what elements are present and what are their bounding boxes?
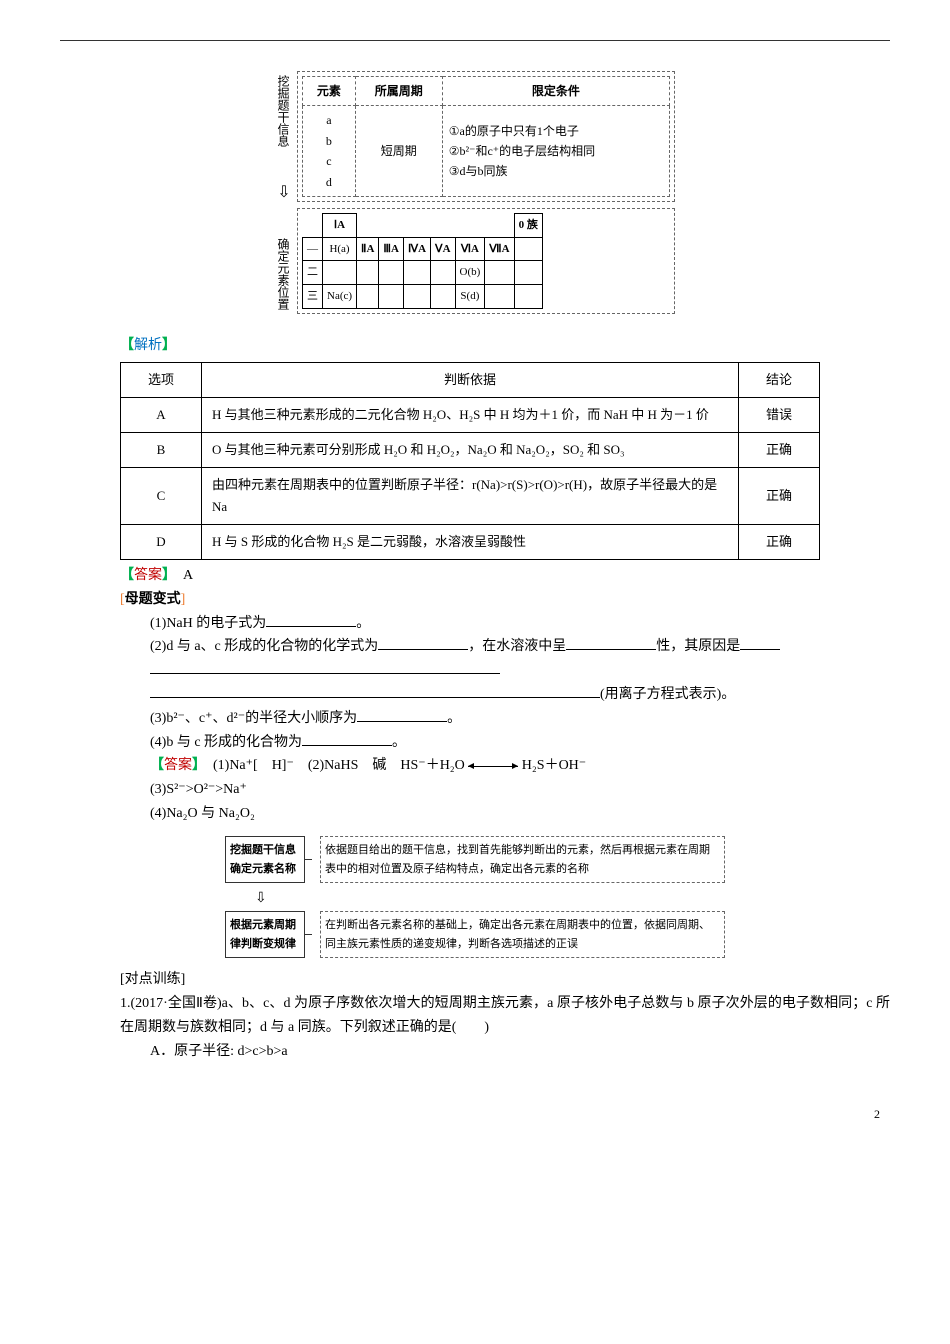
blank [566, 635, 656, 650]
blank [302, 731, 392, 746]
row-b: B O 与其他三种元素可分别形成 H₂O 和 H₂O₂，Na₂O 和 Na₂O₂… [121, 432, 820, 467]
arrow-down-icon: ⇩ [225, 887, 725, 911]
pt-head-7a: ⅦA [485, 237, 514, 261]
variant-q4: (4)b 与 c 形成的化合物为。 [60, 731, 890, 755]
analysis-answer: 【答案】 A [60, 564, 890, 588]
col-period: 所属周期 [355, 77, 442, 106]
pt-head-3a: ⅢA [379, 237, 404, 261]
analysis-table: 选项 判断依据 结论 A H 与其他三种元素形成的二元化合物 H₂O、H₂S 中… [120, 362, 820, 561]
pt-head-6a: ⅥA [455, 237, 485, 261]
pt-cell-o: O(b) [455, 261, 485, 285]
page-number: 2 [60, 1104, 890, 1124]
blank [357, 707, 447, 722]
row-a: A H 与其他三种元素形成的二元化合物 H₂O、H₂S 中 H 均为＋1 价，而… [121, 397, 820, 432]
method-box-2b: 在判断出各元素名称的基础上，确定出各元素在周期表中的位置，依据同周期、同主族元素… [320, 911, 725, 958]
variant-answer-3: (3)S²⁻>O²⁻>Na⁺ [60, 778, 890, 802]
variant-answer-4: (4)Na₂O 与 Na₂O₂ [60, 802, 890, 826]
th-result: 结论 [739, 362, 820, 397]
cell-elements: a b c d [303, 106, 356, 197]
variant-q1: (1)NaH 的电子式为。 [60, 612, 890, 636]
variant-title: [母题变式] [60, 588, 890, 612]
th-basis: 判断依据 [202, 362, 739, 397]
diagram1-left-top: 挖掘题干信息 [275, 71, 293, 151]
row-d: D H 与 S 形成的化合物 H₂S 是二元弱酸，水溶液呈弱酸性 正确 [121, 524, 820, 559]
blank [150, 683, 600, 698]
pt-head-0: 0 族 [514, 213, 542, 237]
method-box-1b: 依据题目给出的题干信息，找到首先能够判断出的元素，然后再根据元素在周期表中的相对… [320, 836, 725, 883]
blank [378, 635, 468, 650]
variant-q2-line2 [60, 659, 890, 683]
th-option: 选项 [121, 362, 202, 397]
practice-q1: 1.(2017·全国Ⅱ卷)a、b、c、d 为原子序数依次增大的短周期主族元素，a… [60, 992, 890, 1040]
method-box-1a: 挖掘题干信息确定元素名称 [225, 836, 305, 883]
col-condition: 限定条件 [442, 77, 669, 106]
diagram-extract-info: 挖掘题干信息 ⇩ 确定元素位置 元素 所属周期 限定条件 a b c d 短周期… [275, 71, 675, 314]
variant-q2-line3: (用离子方程式表示)。 [60, 683, 890, 707]
page: 挖掘题干信息 ⇩ 确定元素位置 元素 所属周期 限定条件 a b c d 短周期… [60, 40, 890, 1124]
practice-title: [对点训练] [60, 968, 890, 992]
connector-icon [304, 859, 312, 860]
pt-head-5a: ⅤA [431, 237, 455, 261]
pt-head-1a: ⅠA [323, 213, 357, 237]
row-c: C 由四种元素在周期表中的位置判断原子半径：r(Na)>r(S)>r(O)>r(… [121, 467, 820, 524]
pt-cell-h: H(a) [323, 237, 357, 261]
blank [740, 635, 780, 650]
pt-head-2a: ⅡA [357, 237, 379, 261]
practice-opt-a: A．原子半径: d>c>b>a [60, 1040, 890, 1064]
diagram1-left-bottom: 确定元素位置 [275, 234, 293, 314]
pt-cell-na: Na(c) [323, 285, 357, 309]
variant-q2: (2)d 与 a、c 形成的化合物的化学式为，在水溶液中呈性，其原因是 [60, 635, 890, 659]
method-diagram: 挖掘题干信息确定元素名称 依据题目给出的题干信息，找到首先能够判断出的元素，然后… [225, 836, 725, 959]
arrow-down-icon: ⇩ [275, 179, 293, 206]
blank [266, 612, 356, 627]
pt-row2-label: 二 [303, 261, 323, 285]
method-box-2a: 根据元素周期律判断变规律 [225, 911, 305, 958]
variant-q3: (3)b²⁻、c⁺、d²⁻的半径大小顺序为。 [60, 707, 890, 731]
col-element: 元素 [303, 77, 356, 106]
pt-row3-label: 三 [303, 285, 323, 309]
pt-row1-label: — [303, 237, 323, 261]
diagram1-bottom-box: ⅠA 0 族 — H(a) ⅡA ⅢA ⅣA ⅤA ⅥA ⅦA [297, 208, 675, 314]
diagram1-top-box: 元素 所属周期 限定条件 a b c d 短周期 ①a的原子中只有1个电子 ②b… [297, 71, 675, 202]
cell-period: 短周期 [355, 106, 442, 197]
analysis-label: 【解析】 [60, 334, 890, 358]
elements-table: 元素 所属周期 限定条件 a b c d 短周期 ①a的原子中只有1个电子 ②b… [302, 76, 670, 197]
blank [150, 659, 500, 674]
pt-head-4a: ⅣA [403, 237, 430, 261]
pt-cell-s: S(d) [455, 285, 485, 309]
variant-answer: 【答案】 (1)Na⁺[ H]⁻ (2)NaHS 碱 HS⁻＋H₂O H₂S＋O… [60, 754, 890, 778]
cell-conditions: ①a的原子中只有1个电子 ②b²⁻和c⁺的电子层结构相同 ③d与b同族 [442, 106, 669, 197]
connector-icon [304, 934, 312, 935]
periodic-table-fragment: ⅠA 0 族 — H(a) ⅡA ⅢA ⅣA ⅤA ⅥA ⅦA [302, 213, 543, 309]
